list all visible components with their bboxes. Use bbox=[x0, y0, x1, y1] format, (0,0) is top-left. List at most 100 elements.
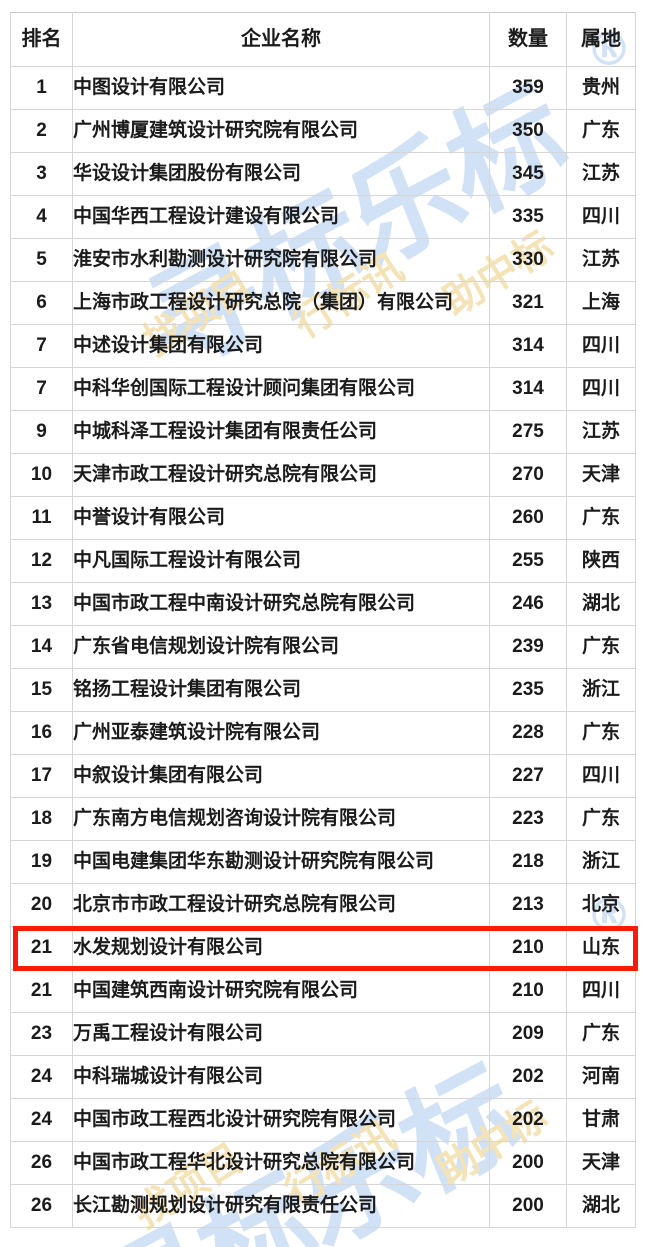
cell-count: 210 bbox=[489, 926, 567, 970]
cell-count: 321 bbox=[489, 281, 567, 325]
cell-region: 浙江 bbox=[566, 840, 636, 884]
cell-company-name: 中凡国际工程设计有限公司 bbox=[72, 539, 490, 583]
cell-company-name: 中叙设计集团有限公司 bbox=[72, 754, 490, 798]
cell-rank: 24 bbox=[10, 1098, 73, 1142]
cell-rank: 5 bbox=[10, 238, 73, 282]
cell-count: 235 bbox=[489, 668, 567, 712]
cell-count: 218 bbox=[489, 840, 567, 884]
table-row[interactable]: 20 北京市市政工程设计研究总院有限公司 213 北京 bbox=[10, 883, 636, 927]
cell-region: 四川 bbox=[566, 367, 636, 411]
cell-rank: 6 bbox=[10, 281, 73, 325]
cell-company-name: 铭扬工程设计集团有限公司 bbox=[72, 668, 490, 712]
cell-company-name: 水发规划设计有限公司 bbox=[72, 926, 490, 970]
cell-company-name: 广东南方电信规划咨询设计院有限公司 bbox=[72, 797, 490, 841]
cell-rank: 17 bbox=[10, 754, 73, 798]
table-row[interactable]: 3 华设设计集团股份有限公司 345 江苏 bbox=[10, 152, 636, 196]
table-row[interactable]: 16 广州亚泰建筑设计院有限公司 228 广东 bbox=[10, 711, 636, 755]
cell-region: 江苏 bbox=[566, 152, 636, 196]
table-row[interactable]: 11 中誉设计有限公司 260 广东 bbox=[10, 496, 636, 540]
table-row[interactable]: 18 广东南方电信规划咨询设计院有限公司 223 广东 bbox=[10, 797, 636, 841]
cell-count: 239 bbox=[489, 625, 567, 669]
cell-region: 四川 bbox=[566, 195, 636, 239]
table-row[interactable]: 15 铭扬工程设计集团有限公司 235 浙江 bbox=[10, 668, 636, 712]
cell-rank: 16 bbox=[10, 711, 73, 755]
cell-count: 209 bbox=[489, 1012, 567, 1056]
table-row[interactable]: 21 中国建筑西南设计研究院有限公司 210 四川 bbox=[10, 969, 636, 1013]
table-header-row: 排名 企业名称 数量 属地 bbox=[10, 12, 636, 67]
cell-count: 260 bbox=[489, 496, 567, 540]
table-row[interactable]: 7 中科华创国际工程设计顾问集团有限公司 314 四川 bbox=[10, 367, 636, 411]
cell-region: 浙江 bbox=[566, 668, 636, 712]
cell-rank: 9 bbox=[10, 410, 73, 454]
cell-region: 江苏 bbox=[566, 410, 636, 454]
table-row[interactable]: 12 中凡国际工程设计有限公司 255 陕西 bbox=[10, 539, 636, 583]
cell-rank: 21 bbox=[10, 969, 73, 1013]
cell-company-name: 中国电建集团华东勘测设计研究院有限公司 bbox=[72, 840, 490, 884]
table-row[interactable]: 24 中科瑞城设计有限公司 202 河南 bbox=[10, 1055, 636, 1099]
column-header-rank: 排名 bbox=[10, 12, 73, 67]
cell-company-name: 中国建筑西南设计研究院有限公司 bbox=[72, 969, 490, 1013]
cell-region: 天津 bbox=[566, 453, 636, 497]
table-row[interactable]: 2 广州博厦建筑设计研究院有限公司 350 广东 bbox=[10, 109, 636, 153]
table-row[interactable]: 19 中国电建集团华东勘测设计研究院有限公司 218 浙江 bbox=[10, 840, 636, 884]
cell-count: 223 bbox=[489, 797, 567, 841]
cell-region: 贵州 bbox=[566, 66, 636, 110]
cell-count: 200 bbox=[489, 1141, 567, 1185]
table-row[interactable]: 5 淮安市水利勘测设计研究院有限公司 330 江苏 bbox=[10, 238, 636, 282]
cell-count: 345 bbox=[489, 152, 567, 196]
cell-rank: 2 bbox=[10, 109, 73, 153]
cell-count: 202 bbox=[489, 1098, 567, 1142]
cell-region: 陕西 bbox=[566, 539, 636, 583]
cell-region: 四川 bbox=[566, 324, 636, 368]
cell-region: 湖北 bbox=[566, 1184, 636, 1228]
cell-region: 广东 bbox=[566, 711, 636, 755]
column-header-region: 属地 bbox=[566, 12, 636, 67]
cell-company-name: 淮安市水利勘测设计研究院有限公司 bbox=[72, 238, 490, 282]
table-row[interactable]: 9 中城科泽工程设计集团有限责任公司 275 江苏 bbox=[10, 410, 636, 454]
cell-count: 335 bbox=[489, 195, 567, 239]
table-body: 1 中图设计有限公司 359 贵州 2 广州博厦建筑设计研究院有限公司 350 广东 3 华设设计… bbox=[10, 66, 636, 1228]
cell-count: 210 bbox=[489, 969, 567, 1013]
table-row[interactable]: 7 中述设计集团有限公司 314 四川 bbox=[10, 324, 636, 368]
enterprise-ranking-table: 排名 企业名称 数量 属地 1 中图设计有限公司 359 贵州 2 广州博厦建筑设计研究院… bbox=[10, 12, 636, 1228]
cell-rank: 23 bbox=[10, 1012, 73, 1056]
cell-region: 四川 bbox=[566, 969, 636, 1013]
cell-region: 上海 bbox=[566, 281, 636, 325]
cell-count: 228 bbox=[489, 711, 567, 755]
table-row[interactable]: 10 天津市政工程设计研究总院有限公司 270 天津 bbox=[10, 453, 636, 497]
table-row[interactable]: 23 万禹工程设计有限公司 209 广东 bbox=[10, 1012, 636, 1056]
cell-company-name: 中国华西工程设计建设有限公司 bbox=[72, 195, 490, 239]
cell-count: 213 bbox=[489, 883, 567, 927]
cell-count: 227 bbox=[489, 754, 567, 798]
cell-company-name: 中科瑞城设计有限公司 bbox=[72, 1055, 490, 1099]
cell-rank: 7 bbox=[10, 324, 73, 368]
cell-count: 314 bbox=[489, 324, 567, 368]
table-row[interactable]: 26 长江勘测规划设计研究有限责任公司 200 湖北 bbox=[10, 1184, 636, 1228]
table-row[interactable]: 4 中国华西工程设计建设有限公司 335 四川 bbox=[10, 195, 636, 239]
cell-rank: 14 bbox=[10, 625, 73, 669]
cell-count: 350 bbox=[489, 109, 567, 153]
table-row[interactable]: 6 上海市政工程设计研究总院（集团）有限公司 321 上海 bbox=[10, 281, 636, 325]
cell-rank: 11 bbox=[10, 496, 73, 540]
cell-rank: 4 bbox=[10, 195, 73, 239]
cell-company-name: 中国市政工程华北设计研究总院有限公司 bbox=[72, 1141, 490, 1185]
table-row[interactable]: 13 中国市政工程中南设计研究总院有限公司 246 湖北 bbox=[10, 582, 636, 626]
table-row[interactable]: 24 中国市政工程西北设计研究院有限公司 202 甘肃 bbox=[10, 1098, 636, 1142]
cell-company-name: 中国市政工程中南设计研究总院有限公司 bbox=[72, 582, 490, 626]
cell-rank: 1 bbox=[10, 66, 73, 110]
cell-region: 四川 bbox=[566, 754, 636, 798]
cell-company-name: 天津市政工程设计研究总院有限公司 bbox=[72, 453, 490, 497]
table-row[interactable]: 21 水发规划设计有限公司 210 山东 bbox=[10, 926, 636, 970]
cell-company-name: 北京市市政工程设计研究总院有限公司 bbox=[72, 883, 490, 927]
cell-region: 广东 bbox=[566, 1012, 636, 1056]
cell-company-name: 广东省电信规划设计院有限公司 bbox=[72, 625, 490, 669]
table-row[interactable]: 26 中国市政工程华北设计研究总院有限公司 200 天津 bbox=[10, 1141, 636, 1185]
table-row[interactable]: 1 中图设计有限公司 359 贵州 bbox=[10, 66, 636, 110]
cell-rank: 12 bbox=[10, 539, 73, 583]
table-row[interactable]: 17 中叙设计集团有限公司 227 四川 bbox=[10, 754, 636, 798]
cell-count: 246 bbox=[489, 582, 567, 626]
cell-rank: 20 bbox=[10, 883, 73, 927]
cell-rank: 19 bbox=[10, 840, 73, 884]
table-row[interactable]: 14 广东省电信规划设计院有限公司 239 广东 bbox=[10, 625, 636, 669]
cell-rank: 26 bbox=[10, 1141, 73, 1185]
